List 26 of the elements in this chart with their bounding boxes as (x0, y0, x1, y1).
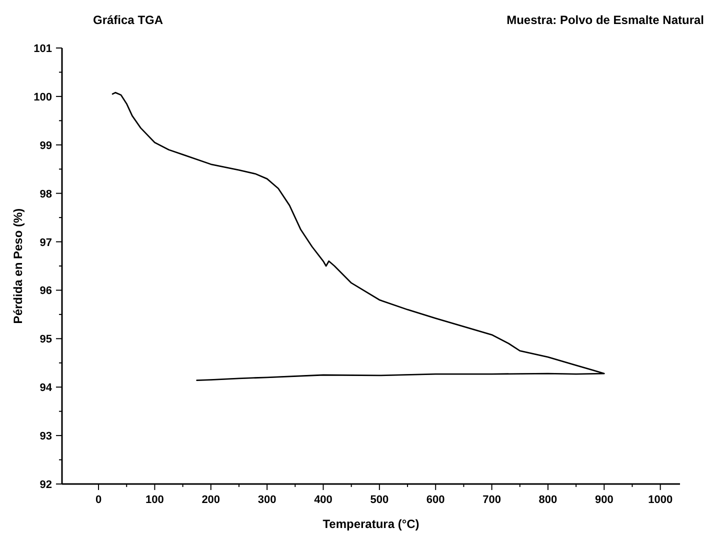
y-tick-label: 97 (40, 236, 52, 249)
y-tick-label: 96 (40, 285, 52, 298)
y-axis-title: Pérdida en Peso (%) (11, 208, 25, 324)
y-tick-label: 99 (40, 140, 52, 152)
x-tick-label: 500 (370, 494, 389, 506)
y-tick-label: 92 (40, 479, 52, 491)
x-tick-label: 0 (95, 494, 102, 506)
y-tick-label: 95 (40, 334, 52, 346)
y-tick-label: 101 (34, 43, 52, 55)
x-tick-label: 600 (426, 494, 445, 506)
x-tick-label: 700 (482, 494, 501, 506)
x-tick-label: 300 (258, 494, 276, 506)
line-series (112, 92, 605, 382)
x-tick-label: 200 (202, 494, 220, 506)
x-tick-label: 900 (594, 494, 614, 506)
chart-title: Gráfica TGA (93, 13, 164, 27)
x-tick-label: 800 (538, 494, 558, 506)
x-axis-title: Temperatura (°C) (322, 517, 420, 531)
y-tick-label: 98 (40, 188, 52, 200)
x-tick-label: 400 (314, 494, 332, 506)
x-tick-label: 1000 (648, 494, 673, 506)
y-tick-label: 100 (34, 91, 52, 104)
y-tick-label: 94 (40, 382, 53, 394)
chart-subtitle: Muestra: Polvo de Esmalte Natural (506, 13, 704, 27)
x-tick-label: 100 (146, 494, 164, 506)
y-tick-label: 93 (40, 430, 52, 443)
